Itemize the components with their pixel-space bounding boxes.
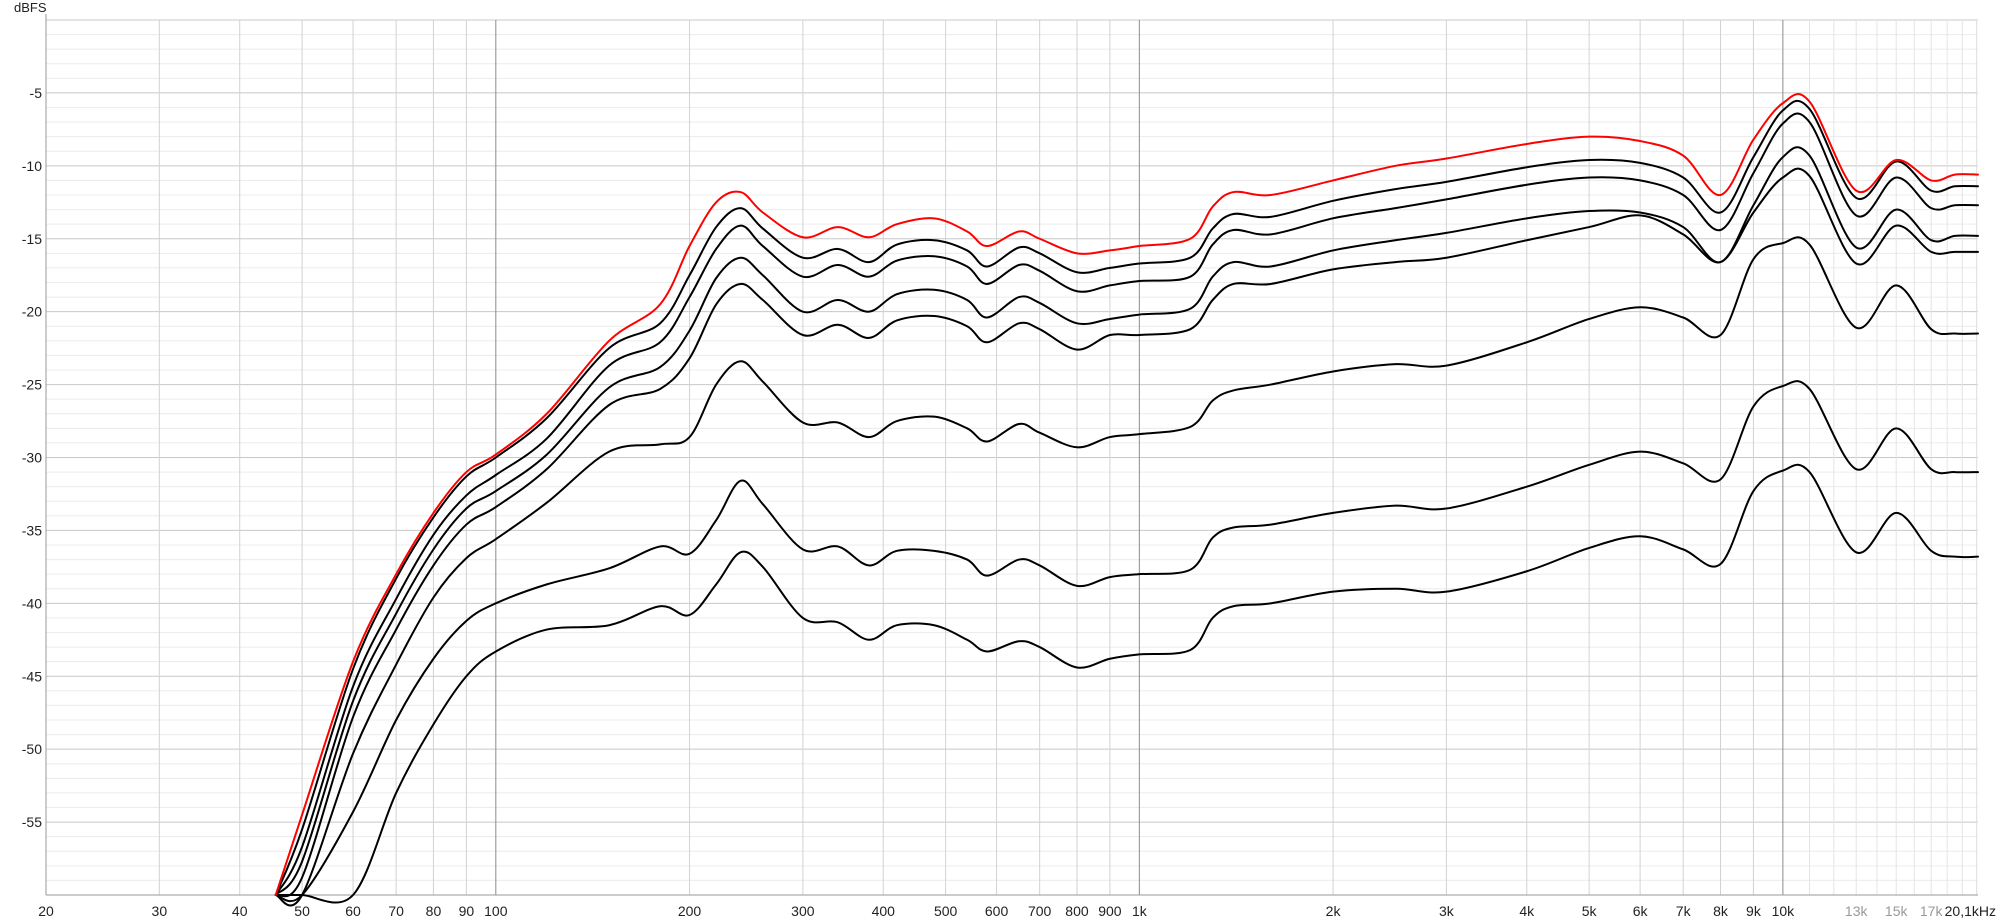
y-tick-label: -55 <box>22 814 42 830</box>
x-tick-label: 600 <box>985 903 1009 919</box>
x-tick-label: 7k <box>1676 903 1692 919</box>
response-curve-7 <box>274 380 1979 903</box>
y-tick-label: -10 <box>22 158 42 174</box>
x-tick-label: 20,1kHz <box>1945 903 1996 919</box>
y-tick-label: -30 <box>22 450 42 466</box>
response-curve-2 <box>274 99 1979 896</box>
axes <box>45 14 1978 896</box>
x-tick-label: 20 <box>38 903 54 919</box>
y-tick-label: -35 <box>22 522 42 538</box>
x-tick-label: 500 <box>934 903 958 919</box>
x-tick-label: 15k <box>1885 903 1909 919</box>
x-tick-label: 40 <box>232 903 248 919</box>
x-tick-label: 90 <box>459 903 475 919</box>
x-tick-label: 100 <box>484 903 508 919</box>
response-curve-1 <box>274 93 1979 896</box>
response-curve-4 <box>274 146 1979 896</box>
x-tick-label: 6k <box>1633 903 1649 919</box>
x-tick-label: 9k <box>1746 903 1762 919</box>
y-tick-label: -20 <box>22 304 42 320</box>
x-tick-label: 5k <box>1582 903 1598 919</box>
x-tick-label: 300 <box>791 903 815 919</box>
x-tick-label: 400 <box>872 903 896 919</box>
x-tick-label: 4k <box>1519 903 1535 919</box>
x-tick-label: 8k <box>1713 903 1729 919</box>
x-tick-label: 80 <box>426 903 442 919</box>
x-tick-label: 13k <box>1845 903 1869 919</box>
tick-labels: -5 -10 -15 -20 -25 -30 -35 -40 -45 -50 -55 20 30 40 50… <box>22 85 1996 919</box>
x-tick-label: 1k <box>1132 903 1148 919</box>
x-tick-label: 700 <box>1028 903 1052 919</box>
response-curve-8 <box>274 463 1979 904</box>
response-curve-3 <box>274 112 1979 896</box>
y-tick-label: -50 <box>22 741 42 757</box>
y-tick-label: -15 <box>22 231 42 247</box>
x-tick-label: 200 <box>678 903 702 919</box>
x-tick-label: 60 <box>345 903 361 919</box>
x-tick-label: 900 <box>1098 903 1122 919</box>
x-tick-label: 3k <box>1439 903 1455 919</box>
x-tick-label: 50 <box>294 903 310 919</box>
x-tick-label: 70 <box>388 903 404 919</box>
y-tick-label: -40 <box>22 595 42 611</box>
x-tick-label: 30 <box>152 903 168 919</box>
x-tick-label: 10k <box>1772 903 1796 919</box>
y-tick-label: -45 <box>22 668 42 684</box>
grid <box>45 19 1978 896</box>
x-tick-label: 17k <box>1920 903 1944 919</box>
y-tick-label: -5 <box>30 85 43 101</box>
y-tick-label: -25 <box>22 377 42 393</box>
response-curve-5 <box>274 167 1979 898</box>
response-curve-6 <box>274 236 1979 907</box>
y-axis-unit-label: dBFS <box>14 0 47 15</box>
curves <box>274 93 1979 907</box>
x-tick-label: 800 <box>1065 903 1089 919</box>
x-tick-label: 2k <box>1326 903 1342 919</box>
